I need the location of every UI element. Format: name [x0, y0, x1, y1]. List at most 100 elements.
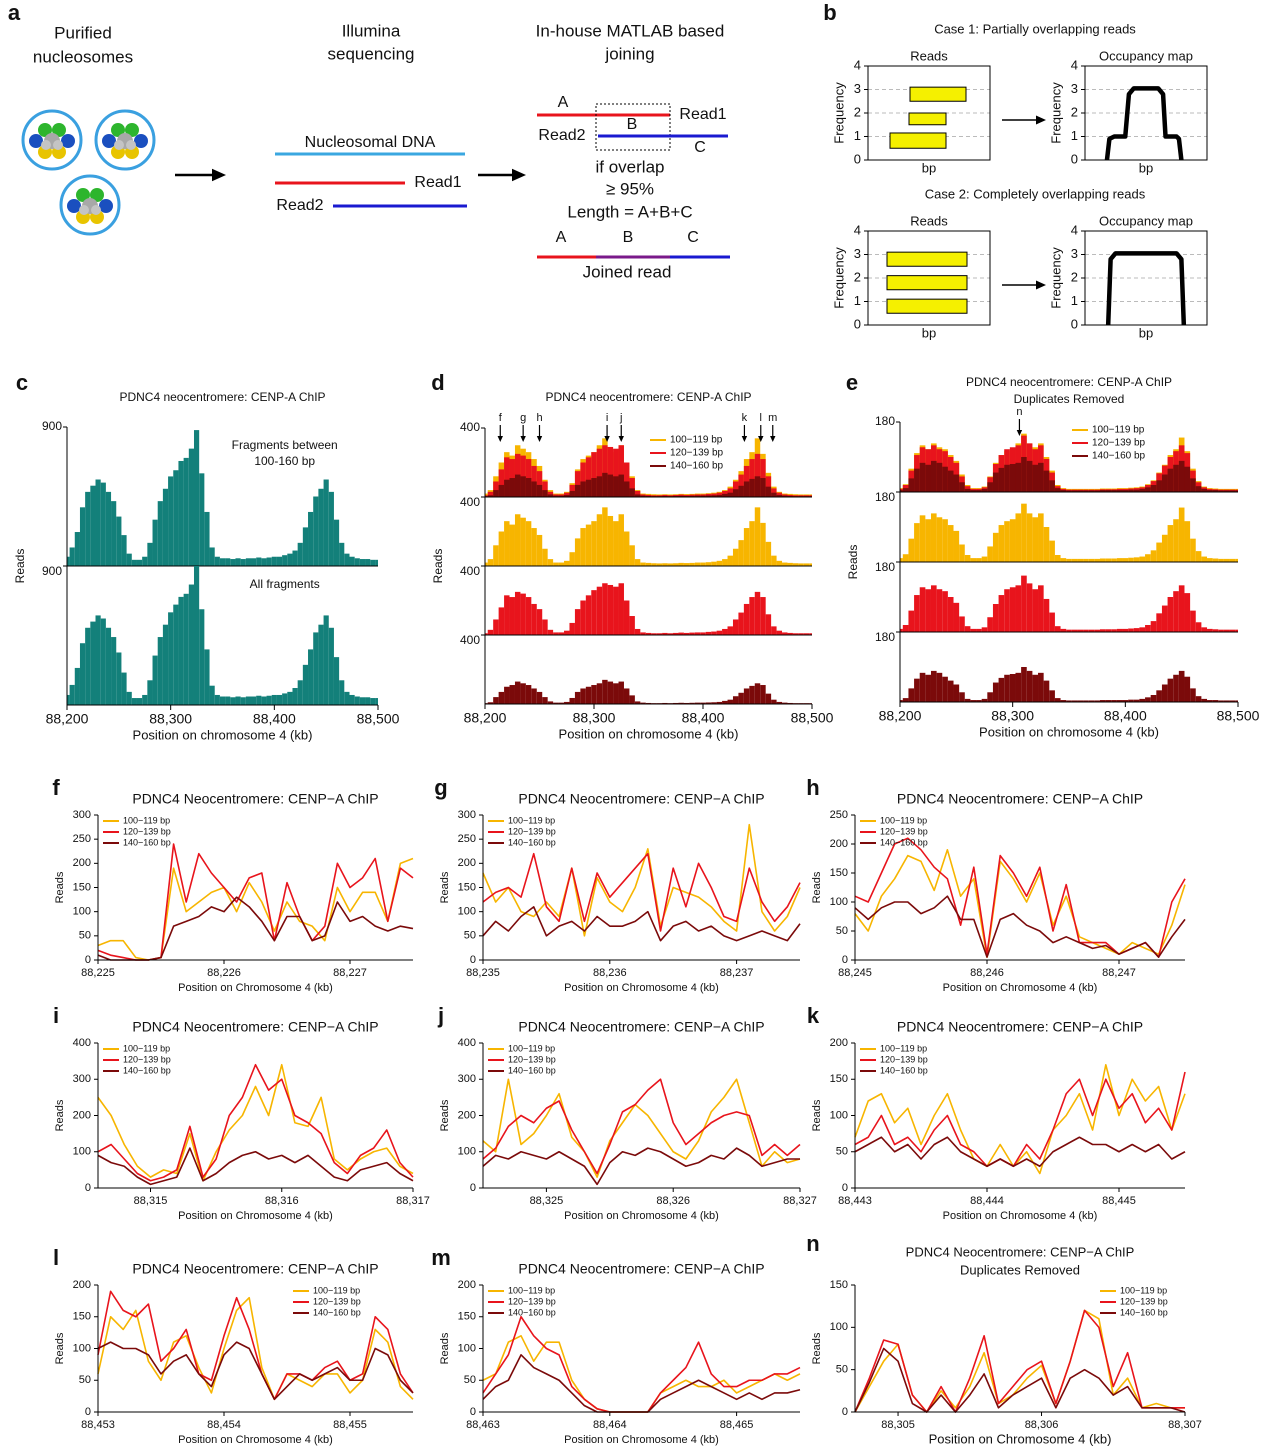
bar [69, 684, 75, 705]
bar [1004, 589, 1010, 632]
bar [902, 554, 909, 562]
bar [716, 492, 723, 497]
bar [716, 494, 723, 497]
y-axis-label: Reads [846, 545, 860, 580]
bar [959, 482, 965, 492]
bar [1229, 629, 1236, 632]
bar [230, 697, 236, 705]
bar [1083, 629, 1089, 632]
bar [1139, 627, 1146, 632]
bar [662, 563, 668, 566]
x-axis-label: Position on chromosome 4 (kb) [979, 724, 1159, 739]
bar-panel [67, 430, 378, 566]
bar [536, 691, 543, 704]
y-tick-label: 0 [85, 1182, 91, 1194]
arrow-head [1036, 115, 1046, 125]
bar [645, 562, 652, 566]
x-axis-label: Position on chromosome 4 (kb) [133, 727, 313, 742]
annotation-label: j [619, 412, 622, 424]
y-axis-label: Frequency [831, 82, 846, 144]
series-line [482, 1354, 801, 1413]
legend-label: 120−139 bp [508, 826, 556, 836]
bar [1015, 513, 1022, 562]
read-box [909, 86, 967, 102]
bar [136, 559, 143, 566]
bar [694, 495, 701, 497]
bar [591, 452, 597, 497]
bar [1145, 554, 1151, 562]
bar [1229, 558, 1236, 562]
bar [705, 702, 712, 704]
bar [1060, 628, 1067, 632]
plot-box [867, 65, 991, 161]
x-tick-label: 88,305 [881, 1419, 915, 1431]
legend-label: 100−119 bp [508, 1043, 555, 1053]
y-tick-label: 0 [85, 954, 91, 966]
bar [1049, 612, 1055, 632]
bar [964, 626, 971, 632]
arrow-head [520, 436, 526, 442]
y-tick-label: 50 [464, 1374, 476, 1386]
bar [623, 462, 630, 497]
chart-title: PDNC4 Neocentromere: CENP−A ChIP [518, 1019, 764, 1035]
bar [240, 697, 246, 705]
bar [1156, 690, 1162, 702]
bar [765, 693, 772, 704]
bar [188, 584, 194, 705]
bar [678, 495, 684, 497]
bar [705, 631, 712, 635]
bar [1184, 521, 1191, 562]
y-tick-label: 400 [460, 420, 480, 434]
bar [771, 626, 777, 635]
plot-box [1084, 230, 1208, 326]
bar [602, 583, 608, 635]
segment-label: C [694, 139, 706, 156]
bar [981, 698, 988, 702]
bar [964, 698, 971, 702]
bar [992, 682, 999, 702]
bar [902, 488, 909, 492]
bar [1004, 674, 1010, 702]
series-line [482, 1078, 801, 1175]
bar [487, 559, 494, 566]
bar [95, 615, 101, 705]
bar [126, 553, 132, 566]
bar [959, 692, 965, 702]
bar [1021, 575, 1027, 632]
bar [359, 559, 366, 566]
bar [525, 685, 532, 704]
bar [542, 490, 548, 497]
bar [79, 507, 86, 566]
bar [1212, 558, 1219, 562]
bar [738, 692, 744, 704]
bar [498, 484, 505, 497]
panel-letter: i [53, 1003, 59, 1028]
bar [716, 701, 723, 704]
bar [308, 511, 314, 566]
legend-label: 120−139 bp [880, 826, 928, 836]
bar [673, 495, 679, 497]
y-tick-label: 200 [830, 1037, 848, 1049]
bar [204, 649, 210, 705]
bar [694, 702, 701, 704]
bar [116, 516, 122, 566]
y-tick-label: 3 [854, 81, 861, 96]
bar [1021, 457, 1027, 492]
bar [700, 562, 706, 566]
x-axis-label: bp [1139, 160, 1153, 175]
bar [711, 702, 717, 704]
segment-label: A [556, 229, 567, 246]
bar [964, 488, 971, 492]
y-tick-label: 4 [1071, 57, 1078, 72]
y-tick-label: 3 [1071, 81, 1078, 96]
bar [333, 657, 340, 705]
bar [925, 674, 931, 702]
bar [662, 632, 668, 635]
bar [667, 633, 674, 635]
nucleosome [94, 109, 156, 171]
step-label: sequencing [328, 44, 415, 63]
bar [1128, 699, 1134, 702]
bar [1009, 519, 1016, 562]
bar [1004, 521, 1010, 562]
bar [493, 619, 499, 635]
